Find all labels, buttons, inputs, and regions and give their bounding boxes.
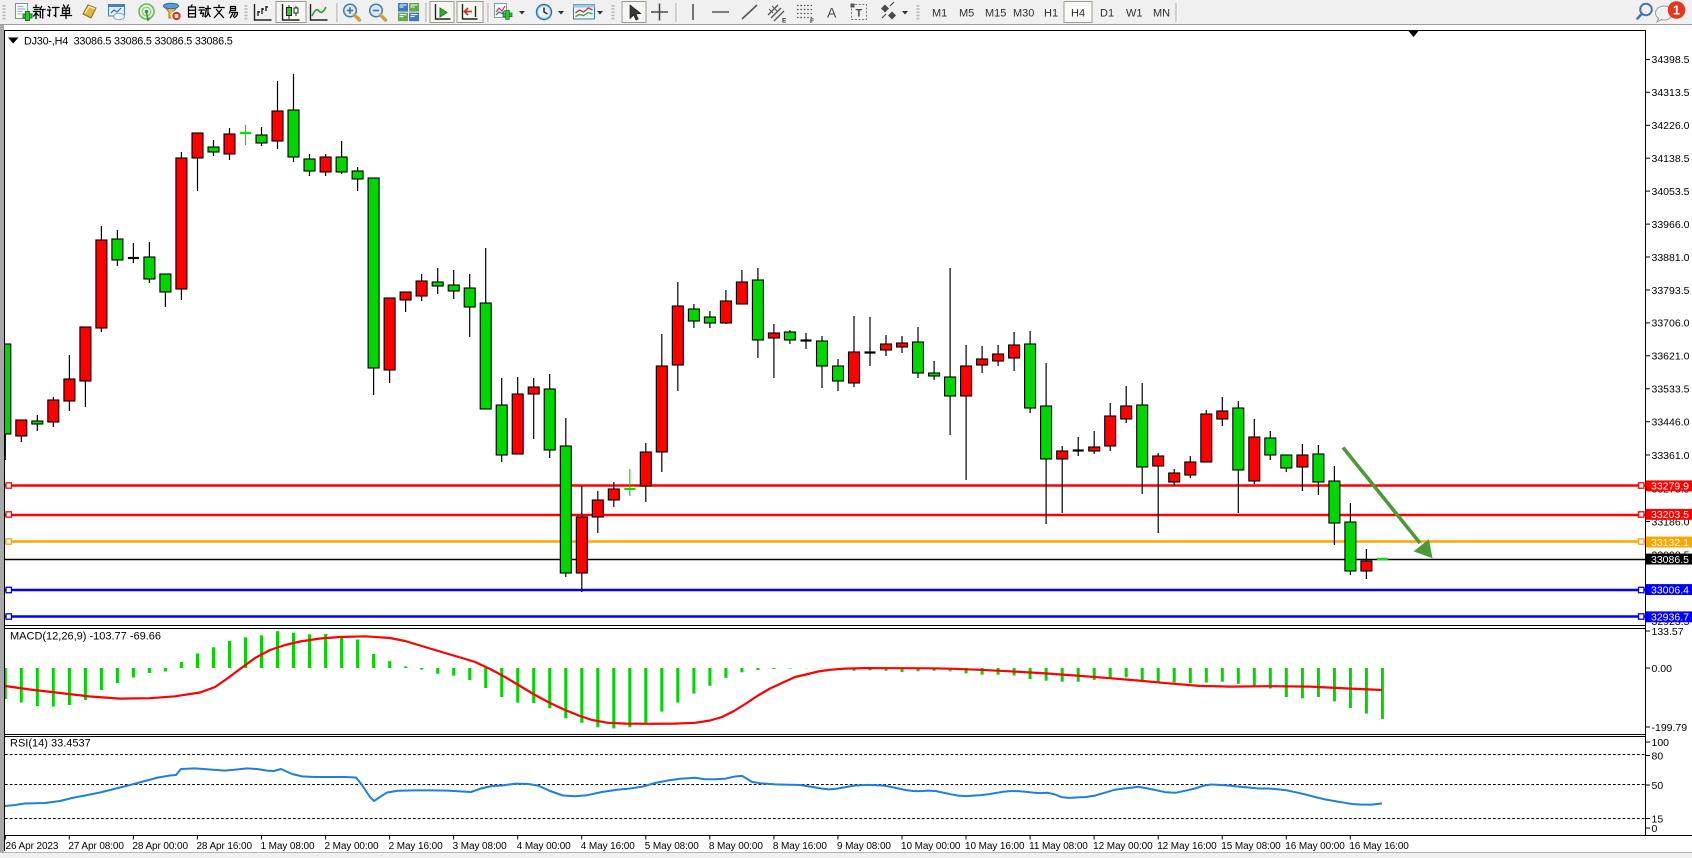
svg-text:5 May 08:00: 5 May 08:00	[645, 841, 699, 852]
svg-text:27 Apr 08:00: 27 Apr 08:00	[68, 841, 124, 852]
svg-text:33086.5: 33086.5	[1651, 554, 1689, 566]
svg-text:50: 50	[1652, 780, 1664, 792]
svg-text:0: 0	[1652, 823, 1658, 835]
svg-text:M1: M1	[932, 8, 947, 20]
svg-text:1 May 08:00: 1 May 08:00	[261, 841, 315, 852]
svg-text:34313.5: 34313.5	[1652, 87, 1690, 99]
svg-text:33706.0: 33706.0	[1652, 318, 1690, 330]
svg-text:12 May 00:00: 12 May 00:00	[1093, 841, 1153, 852]
svg-text:133.57: 133.57	[1652, 626, 1684, 638]
svg-text:DJ30-,H4 33086.5 33086.5 3308: DJ30-,H4 33086.5 33086.5 33086.5 33086.5	[24, 36, 233, 48]
svg-text:33881.0: 33881.0	[1652, 252, 1690, 264]
svg-text:28 Apr 16:00: 28 Apr 16:00	[196, 841, 252, 852]
svg-text:16 May 00:00: 16 May 00:00	[1285, 841, 1345, 852]
svg-text:34398.5: 34398.5	[1652, 54, 1690, 66]
svg-text:D1: D1	[1100, 8, 1114, 20]
svg-text:RSI(14) 33.4537: RSI(14) 33.4537	[10, 738, 91, 750]
svg-text:2 May 16:00: 2 May 16:00	[389, 841, 443, 852]
svg-text:16 May 16:00: 16 May 16:00	[1349, 841, 1409, 852]
svg-text:M5: M5	[959, 8, 974, 20]
svg-text:M30: M30	[1013, 8, 1034, 20]
svg-text:33966.0: 33966.0	[1652, 219, 1690, 231]
svg-text:MACD(12,26,9) -103.77 -69.66: MACD(12,26,9) -103.77 -69.66	[10, 631, 161, 643]
svg-text:33533.5: 33533.5	[1652, 384, 1690, 396]
svg-text:33132.1: 33132.1	[1651, 537, 1689, 549]
svg-text:33006.4: 33006.4	[1651, 584, 1689, 596]
svg-text:34226.0: 34226.0	[1652, 120, 1690, 132]
svg-text:3 May 08:00: 3 May 08:00	[453, 841, 507, 852]
svg-text:MN: MN	[1153, 8, 1170, 20]
svg-text:10 May 00:00: 10 May 00:00	[901, 841, 961, 852]
svg-text:15: 15	[1652, 813, 1664, 825]
svg-text:100: 100	[1652, 737, 1670, 749]
svg-text:10 May 16:00: 10 May 16:00	[965, 841, 1025, 852]
svg-text:9 May 08:00: 9 May 08:00	[837, 841, 891, 852]
svg-text:1: 1	[1673, 4, 1680, 18]
svg-text:33621.0: 33621.0	[1652, 351, 1690, 363]
svg-text:26 Apr 2023: 26 Apr 2023	[6, 841, 59, 852]
svg-text:33793.5: 33793.5	[1652, 285, 1690, 297]
svg-text:33279.9: 33279.9	[1651, 481, 1689, 493]
svg-text:80: 80	[1652, 750, 1664, 762]
svg-text:-199.79: -199.79	[1652, 722, 1688, 734]
svg-text:H4: H4	[1071, 8, 1085, 20]
svg-text:8 May 00:00: 8 May 00:00	[709, 841, 763, 852]
svg-text:12 May 16:00: 12 May 16:00	[1157, 841, 1217, 852]
svg-text:M15: M15	[985, 8, 1006, 20]
svg-text:33446.0: 33446.0	[1652, 417, 1690, 429]
svg-text:8 May 16:00: 8 May 16:00	[773, 841, 827, 852]
svg-text:2 May 00:00: 2 May 00:00	[325, 841, 379, 852]
svg-text:H1: H1	[1044, 8, 1058, 20]
svg-text:4 May 16:00: 4 May 16:00	[581, 841, 635, 852]
svg-text:F: F	[810, 18, 814, 25]
svg-text:15 May 08:00: 15 May 08:00	[1221, 841, 1281, 852]
svg-text:28 Apr 00:00: 28 Apr 00:00	[132, 841, 188, 852]
svg-text:A: A	[827, 5, 837, 21]
svg-text:11 May 08:00: 11 May 08:00	[1029, 841, 1088, 852]
svg-text:0.00: 0.00	[1652, 663, 1673, 675]
svg-text:4 May 00:00: 4 May 00:00	[517, 841, 571, 852]
svg-text:33203.5: 33203.5	[1651, 509, 1689, 521]
svg-text:W1: W1	[1126, 8, 1143, 20]
svg-text:E: E	[782, 18, 787, 25]
svg-text:T: T	[856, 8, 863, 20]
svg-text:32936.7: 32936.7	[1651, 612, 1689, 624]
svg-text:34138.5: 34138.5	[1652, 153, 1690, 165]
svg-text:34053.5: 34053.5	[1652, 186, 1690, 198]
svg-text:33361.0: 33361.0	[1652, 450, 1690, 462]
